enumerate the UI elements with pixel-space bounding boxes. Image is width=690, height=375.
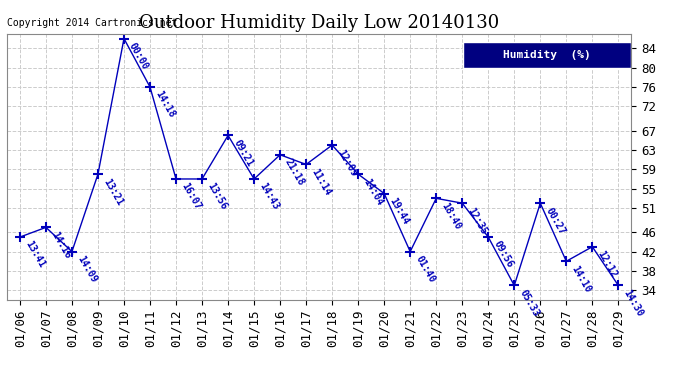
Text: 14:18: 14:18 <box>153 89 177 120</box>
Title: Outdoor Humidity Daily Low 20140130: Outdoor Humidity Daily Low 20140130 <box>139 14 500 32</box>
Text: 09:21: 09:21 <box>231 138 255 168</box>
Text: 21:18: 21:18 <box>283 157 306 188</box>
Text: 13:21: 13:21 <box>101 177 124 207</box>
FancyBboxPatch shape <box>463 42 631 68</box>
Text: 12:09: 12:09 <box>335 147 359 178</box>
Text: 19:44: 19:44 <box>387 196 411 226</box>
Text: 00:00: 00:00 <box>127 41 150 72</box>
Text: 16:07: 16:07 <box>179 182 202 212</box>
Text: 11:14: 11:14 <box>309 167 333 197</box>
Text: 18:40: 18:40 <box>440 201 463 231</box>
Text: 14:09: 14:09 <box>75 254 99 285</box>
Text: 12:12: 12:12 <box>595 249 619 280</box>
Text: 14:10: 14:10 <box>569 264 593 294</box>
Text: 01:40: 01:40 <box>413 254 437 285</box>
Text: Copyright 2014 Cartronics.net: Copyright 2014 Cartronics.net <box>7 18 177 28</box>
Text: 14:16: 14:16 <box>49 230 72 260</box>
Text: 00:27: 00:27 <box>544 206 566 236</box>
Text: 12:35: 12:35 <box>465 206 489 236</box>
Text: 14:04: 14:04 <box>362 177 384 207</box>
Text: 14:30: 14:30 <box>622 288 645 318</box>
Text: 09:56: 09:56 <box>491 240 515 270</box>
Text: 13:41: 13:41 <box>23 240 46 270</box>
Text: Humidity  (%): Humidity (%) <box>503 50 591 60</box>
Text: 05:33: 05:33 <box>518 288 541 318</box>
Text: 14:43: 14:43 <box>257 182 281 212</box>
Text: 13:56: 13:56 <box>205 182 228 212</box>
